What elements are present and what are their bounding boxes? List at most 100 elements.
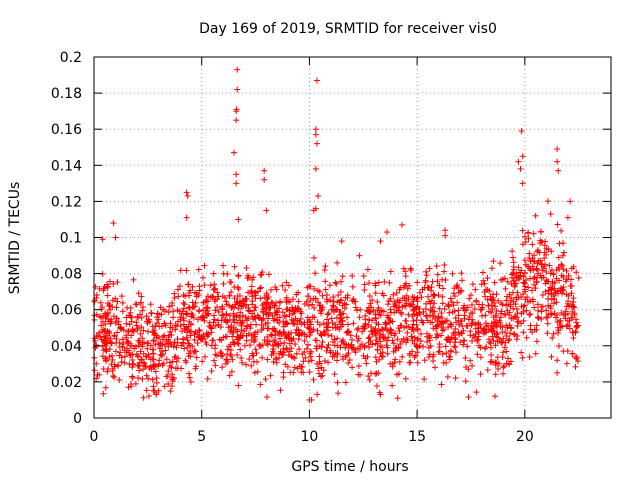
data-point	[525, 229, 532, 236]
data-point	[478, 281, 485, 288]
data-point	[477, 354, 484, 361]
data-point	[377, 312, 384, 319]
data-point	[257, 381, 264, 388]
data-point	[468, 310, 475, 317]
data-point	[161, 383, 168, 390]
data-point	[310, 376, 317, 383]
data-point	[482, 312, 489, 319]
data-point	[302, 354, 309, 361]
data-point	[533, 322, 540, 329]
data-point	[170, 308, 177, 315]
data-point	[277, 387, 284, 394]
data-point	[443, 350, 450, 357]
data-point	[290, 296, 297, 303]
data-point	[311, 254, 318, 261]
data-point	[530, 230, 537, 237]
data-point	[332, 279, 339, 286]
data-point	[149, 346, 156, 353]
data-point	[130, 360, 137, 367]
data-point	[479, 312, 486, 319]
data-point	[344, 321, 351, 328]
data-point	[236, 314, 243, 321]
data-point	[223, 356, 230, 363]
data-point	[292, 341, 299, 348]
data-point	[361, 325, 368, 332]
data-point	[499, 301, 506, 308]
data-point	[123, 334, 130, 341]
data-point	[184, 327, 191, 334]
data-point	[529, 241, 536, 248]
data-point	[170, 343, 177, 350]
data-point	[410, 317, 417, 324]
data-point	[181, 301, 188, 308]
data-point	[310, 326, 317, 333]
data-point	[569, 350, 576, 357]
data-point	[454, 281, 461, 288]
data-point	[211, 281, 218, 288]
data-point	[248, 362, 255, 369]
data-point	[184, 337, 191, 344]
data-point	[378, 326, 385, 333]
data-point	[414, 303, 421, 310]
data-point	[314, 299, 321, 306]
data-point	[448, 298, 455, 305]
data-point	[335, 292, 342, 299]
data-point	[155, 361, 162, 368]
data-point	[387, 306, 394, 313]
data-point	[396, 286, 403, 293]
data-point	[440, 326, 447, 333]
data-point	[418, 294, 425, 301]
data-point	[257, 284, 264, 291]
data-point	[523, 334, 530, 341]
data-point	[438, 381, 445, 388]
data-point	[469, 362, 476, 369]
data-point	[368, 323, 375, 330]
data-point	[518, 267, 525, 274]
data-point	[396, 299, 403, 306]
data-point	[229, 356, 236, 363]
data-point	[94, 371, 101, 378]
data-point	[185, 323, 192, 330]
data-point	[233, 106, 240, 113]
data-point	[295, 289, 302, 296]
data-point	[397, 309, 404, 316]
data-point	[506, 336, 513, 343]
chart-title: Day 169 of 2019, SRMTID for receiver vis…	[199, 21, 497, 37]
data-point	[313, 77, 320, 84]
data-point	[324, 311, 331, 318]
data-point	[330, 294, 337, 301]
data-point	[354, 326, 361, 333]
data-point	[228, 289, 235, 296]
data-point	[237, 334, 244, 341]
data-point	[355, 335, 362, 342]
data-point	[108, 318, 115, 325]
data-point	[375, 370, 382, 377]
data-point	[301, 321, 308, 328]
data-point	[525, 284, 532, 291]
data-point	[284, 363, 291, 370]
data-point	[572, 329, 579, 336]
data-point	[573, 323, 580, 330]
data-point	[330, 349, 337, 356]
data-point	[408, 267, 415, 274]
data-point	[560, 249, 567, 256]
data-point	[355, 325, 362, 332]
data-point	[441, 268, 448, 275]
data-point	[108, 340, 115, 347]
data-point	[133, 319, 140, 326]
data-point	[220, 334, 227, 341]
data-point	[334, 324, 341, 331]
data-point	[103, 357, 110, 364]
data-point	[431, 292, 438, 299]
data-point	[118, 293, 125, 300]
data-point	[296, 329, 303, 336]
data-point	[231, 149, 238, 156]
data-point	[140, 327, 147, 334]
data-point	[163, 338, 170, 345]
data-point	[349, 345, 356, 352]
data-point	[373, 358, 380, 365]
data-point	[485, 302, 492, 309]
data-point	[402, 303, 409, 310]
data-point	[523, 307, 530, 314]
data-point	[338, 278, 345, 285]
